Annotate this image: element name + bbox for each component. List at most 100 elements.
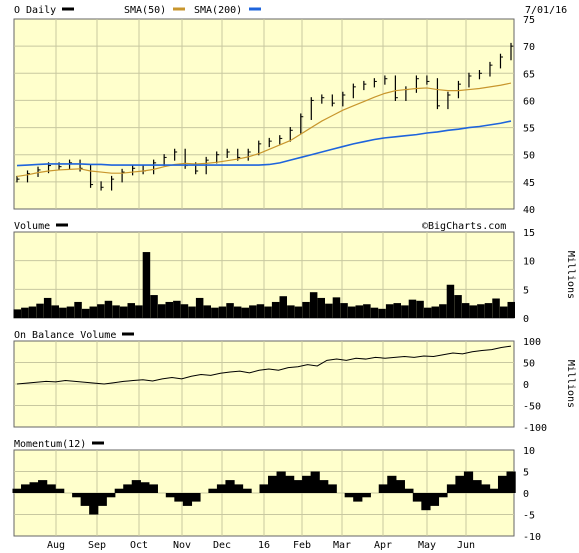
- momentum-bar: [276, 471, 286, 493]
- y-tick-label: 0: [523, 314, 529, 325]
- volume-bar: [454, 295, 462, 318]
- volume-bar: [317, 297, 325, 318]
- y-tick-label: 55: [523, 124, 535, 135]
- volume-bar: [211, 307, 219, 318]
- momentum-bar: [29, 482, 39, 493]
- momentum-bar: [165, 493, 176, 498]
- volume-unit-label: Millions: [565, 251, 576, 299]
- volume-bar: [112, 305, 120, 318]
- x-tick-label: Feb: [293, 540, 311, 551]
- momentum-bar: [72, 493, 82, 498]
- momentum-bar: [319, 480, 329, 493]
- y-tick-label: 70: [523, 42, 535, 53]
- volume-bar: [264, 306, 272, 318]
- volume-bar: [51, 305, 59, 318]
- volume-bar: [74, 301, 82, 318]
- volume-bar: [461, 303, 470, 318]
- momentum-bar: [455, 475, 465, 493]
- volume-bar: [188, 306, 196, 318]
- momentum-bar: [472, 480, 482, 493]
- volume-bar: [431, 306, 439, 318]
- volume-title: Volume: [14, 221, 50, 232]
- momentum-bar: [216, 484, 227, 493]
- volume-bar: [180, 304, 189, 318]
- volume-bar: [378, 308, 386, 318]
- x-tick-label: Oct: [130, 540, 148, 551]
- volume-bar: [165, 301, 173, 318]
- volume-bar: [302, 301, 310, 318]
- x-tick-label: May: [418, 540, 436, 551]
- momentum-bar: [310, 471, 320, 493]
- volume-bar: [241, 307, 249, 318]
- y-tick-label: 10: [523, 446, 535, 457]
- volume-bar: [218, 306, 227, 318]
- volume-bar: [36, 303, 44, 318]
- tick-labels: Aug Sep Oct Nov Dec 16 Feb Mar Apr May Jun40455055…: [47, 15, 547, 551]
- x-tick-label: Dec: [213, 540, 231, 551]
- momentum-bar: [123, 484, 133, 493]
- volume-bar: [21, 307, 29, 318]
- momentum-bar: [506, 471, 516, 493]
- volume-bar: [309, 292, 318, 318]
- obv-unit-label: Millions: [565, 360, 576, 408]
- volume-bar: [401, 305, 409, 318]
- volume-bar: [249, 305, 257, 318]
- momentum-bar: [480, 484, 491, 493]
- volume-bar: [59, 307, 67, 318]
- x-tick-label: Jun: [457, 540, 475, 551]
- volume-bar: [477, 304, 485, 318]
- y-tick-label: 40: [523, 205, 535, 216]
- momentum-bar: [191, 493, 201, 502]
- momentum-bar: [497, 475, 508, 493]
- momentum-bar: [302, 475, 312, 493]
- momentum-bar: [412, 493, 423, 502]
- y-tick-label: -100: [523, 423, 547, 434]
- bigcharts-credit: ©BigCharts.com: [422, 221, 506, 232]
- y-tick-label: 0: [523, 380, 529, 391]
- momentum-bar: [38, 480, 48, 493]
- y-tick-label: 5: [523, 285, 529, 296]
- momentum-bar: [106, 493, 116, 498]
- y-tick-label: -50: [523, 402, 541, 413]
- volume-bar: [173, 300, 181, 318]
- y-tick-label: 75: [523, 15, 535, 26]
- y-tick-label: 100: [523, 337, 541, 348]
- x-tick-label: 16: [258, 540, 270, 551]
- volume-bar: [271, 301, 280, 318]
- volume-bar: [340, 303, 348, 318]
- volume-bar: [89, 306, 97, 318]
- volume-bar: [150, 295, 158, 318]
- momentum-bar: [225, 480, 235, 493]
- x-tick-label: Apr: [374, 540, 392, 551]
- volume-bar: [363, 304, 371, 318]
- chart-date: 7/01/16: [525, 5, 567, 16]
- momentum-bar: [489, 488, 499, 493]
- volume-bar: [233, 306, 242, 318]
- volume-bar: [325, 303, 333, 318]
- volume-bar: [195, 297, 204, 318]
- momentum-bar: [46, 484, 56, 493]
- volume-bar: [439, 304, 447, 318]
- momentum-bar: [259, 484, 269, 493]
- volume-bar: [119, 306, 128, 318]
- chart-marks: [12, 42, 516, 515]
- momentum-bar: [438, 493, 448, 498]
- momentum-bar: [55, 488, 65, 493]
- momentum-bar: [114, 488, 124, 493]
- volume-bar: [507, 301, 515, 318]
- momentum-bar: [387, 475, 397, 493]
- volume-bar: [66, 306, 75, 318]
- momentum-bar: [285, 475, 295, 493]
- momentum-bar: [361, 493, 371, 498]
- x-tick-label: Aug: [47, 540, 65, 551]
- sma200-label: SMA(200): [194, 5, 242, 16]
- momentum-bar: [344, 493, 354, 498]
- volume-bar: [492, 298, 500, 318]
- sma50-line: [16, 82, 512, 178]
- volume-bar: [370, 307, 379, 318]
- momentum-bar: [378, 484, 388, 493]
- volume-bar: [469, 305, 477, 318]
- momentum-bar: [80, 493, 90, 506]
